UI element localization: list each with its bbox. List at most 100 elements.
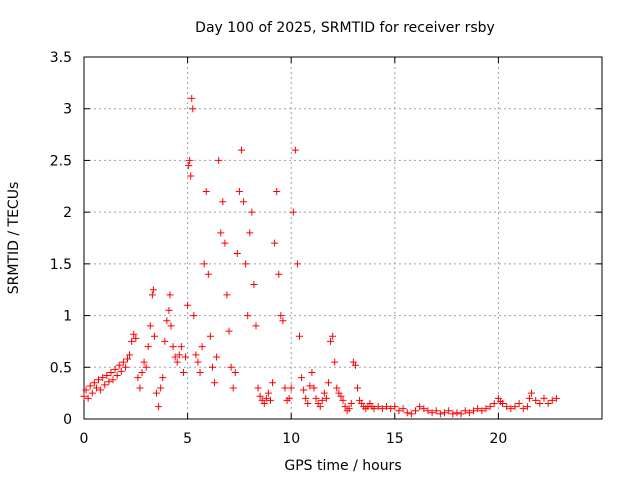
data-point bbox=[155, 403, 163, 411]
data-point bbox=[507, 405, 515, 413]
data-point bbox=[327, 337, 335, 345]
data-point bbox=[499, 399, 507, 407]
data-point bbox=[204, 270, 212, 278]
data-point bbox=[482, 405, 490, 413]
data-point bbox=[490, 399, 498, 407]
data-point bbox=[383, 403, 391, 411]
data-point bbox=[548, 396, 556, 404]
data-point bbox=[351, 361, 359, 369]
series-srmtid bbox=[80, 94, 560, 418]
data-point bbox=[88, 389, 96, 397]
data-point bbox=[552, 394, 560, 402]
data-point bbox=[536, 399, 544, 407]
data-point bbox=[225, 327, 233, 335]
data-point bbox=[281, 384, 289, 392]
data-point bbox=[318, 396, 326, 404]
data-point bbox=[185, 162, 193, 170]
chart-title: Day 100 of 2025, SRMTID for receiver rsb… bbox=[195, 20, 495, 36]
data-point bbox=[329, 332, 337, 340]
data-point bbox=[333, 384, 341, 392]
data-point bbox=[166, 291, 174, 299]
data-point bbox=[115, 361, 123, 369]
data-point bbox=[523, 403, 531, 411]
data-point bbox=[341, 403, 349, 411]
data-point bbox=[188, 94, 196, 102]
data-point bbox=[275, 270, 283, 278]
data-point bbox=[322, 394, 330, 402]
data-point bbox=[449, 410, 457, 418]
data-point bbox=[119, 358, 127, 366]
data-point bbox=[221, 239, 229, 247]
data-point bbox=[184, 301, 192, 309]
data-point bbox=[308, 368, 316, 376]
data-point bbox=[457, 410, 465, 418]
data-point bbox=[339, 396, 347, 404]
data-point bbox=[173, 358, 181, 366]
data-point bbox=[269, 379, 277, 387]
data-point bbox=[192, 351, 200, 359]
data-point bbox=[298, 374, 306, 382]
data-point bbox=[165, 306, 173, 314]
y-tick-label: 3.5 bbox=[50, 50, 72, 66]
data-point bbox=[465, 409, 473, 417]
data-point bbox=[202, 187, 210, 195]
data-point bbox=[153, 389, 161, 397]
data-point bbox=[223, 291, 231, 299]
data-point bbox=[387, 405, 395, 413]
data-point bbox=[246, 229, 254, 237]
data-point bbox=[316, 403, 324, 411]
data-point bbox=[445, 407, 453, 415]
data-point bbox=[254, 384, 262, 392]
data-point bbox=[190, 312, 198, 320]
data-point bbox=[428, 409, 436, 417]
y-tick-label: 2 bbox=[63, 205, 72, 221]
data-point bbox=[136, 384, 144, 392]
data-point bbox=[277, 312, 285, 320]
data-point bbox=[90, 379, 98, 387]
data-point bbox=[237, 146, 245, 154]
data-point bbox=[196, 368, 204, 376]
data-point bbox=[82, 386, 90, 394]
data-point bbox=[217, 229, 225, 237]
data-point bbox=[416, 403, 424, 411]
data-point bbox=[130, 330, 138, 338]
data-point bbox=[540, 394, 548, 402]
data-point bbox=[159, 374, 167, 382]
data-point bbox=[262, 394, 270, 402]
data-point bbox=[441, 409, 449, 417]
data-point bbox=[503, 403, 511, 411]
data-point bbox=[337, 392, 345, 400]
data-point bbox=[227, 363, 235, 371]
data-point bbox=[304, 399, 312, 407]
data-point bbox=[211, 379, 219, 387]
data-point bbox=[242, 260, 250, 268]
data-point bbox=[424, 407, 432, 415]
data-point bbox=[194, 358, 202, 366]
data-point bbox=[142, 363, 150, 371]
data-point bbox=[403, 409, 411, 417]
data-point bbox=[264, 389, 272, 397]
data-point bbox=[302, 394, 310, 402]
data-point bbox=[107, 368, 115, 376]
data-point bbox=[306, 382, 314, 390]
data-point bbox=[354, 384, 362, 392]
data-point bbox=[407, 410, 415, 418]
data-point bbox=[412, 407, 420, 415]
data-point bbox=[175, 351, 183, 359]
data-point bbox=[189, 105, 197, 113]
data-point bbox=[486, 403, 494, 411]
data-point bbox=[140, 358, 148, 366]
data-point bbox=[310, 384, 318, 392]
data-point bbox=[515, 399, 523, 407]
data-point bbox=[285, 394, 293, 402]
y-tick-label: 1 bbox=[63, 309, 72, 325]
data-point bbox=[511, 403, 519, 411]
data-point bbox=[157, 384, 165, 392]
data-point bbox=[399, 405, 407, 413]
data-point bbox=[287, 384, 295, 392]
data-point bbox=[519, 405, 527, 413]
data-point bbox=[144, 343, 152, 351]
data-point bbox=[126, 351, 134, 359]
data-point bbox=[229, 384, 237, 392]
data-point bbox=[95, 376, 103, 384]
